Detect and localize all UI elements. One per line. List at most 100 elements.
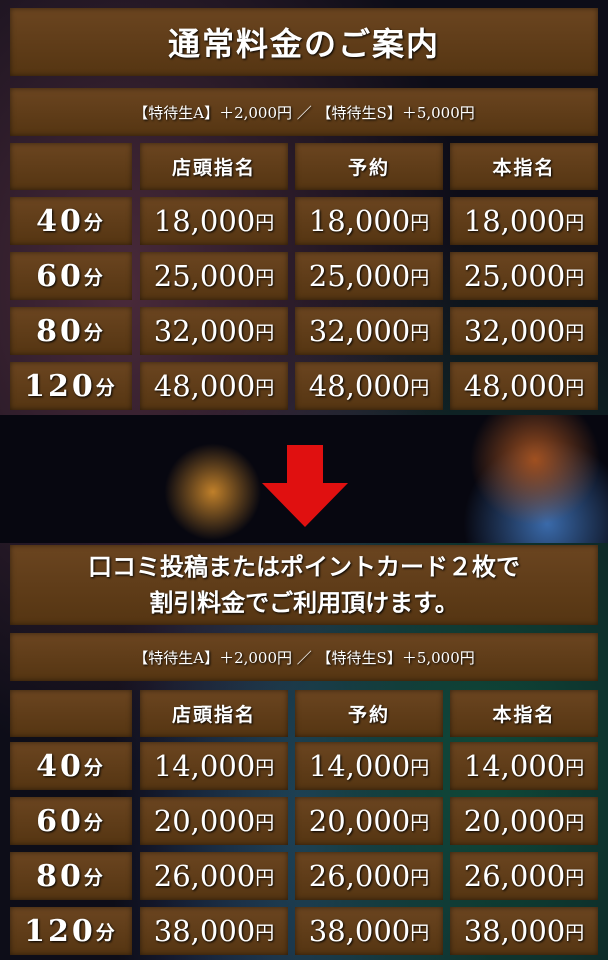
price-value: 26,000 [153, 859, 256, 893]
currency-unit: 円 [565, 376, 585, 399]
price-cell: 48,000 円 [140, 362, 288, 410]
duration-cell: 120 分 [10, 907, 132, 955]
currency-unit: 円 [255, 921, 275, 944]
duration-cell: 80 分 [10, 852, 132, 900]
price-value: 32,000 [153, 314, 256, 348]
currency-unit: 円 [410, 866, 430, 889]
price-value: 26,000 [463, 859, 566, 893]
price-cell: 20,000 円 [295, 797, 443, 845]
price-cell: 32,000 円 [295, 307, 443, 355]
price-value: 18,000 [308, 204, 411, 238]
duration-unit: 分 [83, 266, 106, 289]
section-title: 口コミ投稿またはポイントカード２枚で 割引料金でご利用頂けます。 [10, 545, 598, 625]
duration-unit: 分 [83, 866, 106, 889]
price-value: 20,000 [153, 804, 256, 838]
price-value: 38,000 [308, 914, 411, 948]
currency-unit: 円 [410, 321, 430, 344]
currency-unit: 円 [410, 211, 430, 234]
price-cell: 32,000 円 [140, 307, 288, 355]
duration-value: 120 [24, 913, 96, 949]
price-value: 14,000 [308, 749, 411, 783]
duration-unit: 分 [95, 376, 118, 399]
currency-unit: 円 [565, 266, 585, 289]
price-value: 38,000 [463, 914, 566, 948]
price-cell: 48,000 円 [295, 362, 443, 410]
column-header: 予約 [295, 143, 443, 190]
price-value: 26,000 [308, 859, 411, 893]
currency-unit: 円 [255, 376, 275, 399]
duration-unit: 分 [83, 211, 106, 234]
currency-unit: 円 [410, 811, 430, 834]
price-cell: 20,000 円 [140, 797, 288, 845]
duration-cell: 60 分 [10, 252, 132, 300]
price-cell: 38,000 円 [450, 907, 598, 955]
currency-unit: 円 [565, 211, 585, 234]
down-arrow-icon [262, 445, 348, 527]
title-line-1: 口コミ投稿またはポイントカード２枚で [88, 552, 520, 581]
column-header-label: 店頭指名 [171, 704, 256, 726]
price-value: 20,000 [463, 804, 566, 838]
title-line-2: 割引料金でご利用頂けます。 [149, 588, 459, 617]
price-cell: 18,000 円 [295, 197, 443, 245]
price-value: 25,000 [463, 259, 566, 293]
section-title: 通常料金のご案内 [10, 8, 598, 76]
currency-unit: 円 [255, 756, 275, 779]
price-cell: 25,000 円 [295, 252, 443, 300]
price-cell: 25,000 円 [140, 252, 288, 300]
column-header: 本指名 [450, 690, 598, 737]
price-cell: 20,000 円 [450, 797, 598, 845]
duration-value: 40 [36, 203, 84, 239]
currency-unit: 円 [565, 756, 585, 779]
column-header-label: 本指名 [492, 157, 556, 179]
price-cell: 14,000 円 [140, 742, 288, 790]
price-value: 25,000 [153, 259, 256, 293]
price-cell: 18,000 円 [450, 197, 598, 245]
column-header: 予約 [295, 690, 443, 737]
header-empty-cell [10, 690, 132, 737]
duration-cell: 80 分 [10, 307, 132, 355]
currency-unit: 円 [410, 921, 430, 944]
note-banner: 【特待生A】＋2,000円 ／ 【特待生S】＋5,000円 [10, 633, 598, 681]
currency-unit: 円 [565, 921, 585, 944]
price-cell: 26,000 円 [140, 852, 288, 900]
price-cell: 32,000 円 [450, 307, 598, 355]
duration-unit: 分 [83, 321, 106, 344]
price-value: 32,000 [463, 314, 566, 348]
price-cell: 25,000 円 [450, 252, 598, 300]
price-cell: 14,000 円 [295, 742, 443, 790]
title-text: 通常料金のご案内 [167, 25, 440, 63]
currency-unit: 円 [410, 266, 430, 289]
note-text: 【特待生A】＋2,000円 ／ 【特待生S】＋5,000円 [133, 103, 475, 122]
currency-unit: 円 [565, 321, 585, 344]
currency-unit: 円 [255, 266, 275, 289]
note-text: 【特待生A】＋2,000円 ／ 【特待生S】＋5,000円 [133, 648, 475, 667]
price-cell: 38,000 円 [295, 907, 443, 955]
note-banner: 【特待生A】＋2,000円 ／ 【特待生S】＋5,000円 [10, 88, 598, 136]
price-cell: 14,000 円 [450, 742, 598, 790]
column-header-label: 予約 [347, 157, 390, 179]
duration-cell: 60 分 [10, 797, 132, 845]
duration-cell: 40 分 [10, 197, 132, 245]
duration-cell: 120 分 [10, 362, 132, 410]
price-value: 38,000 [153, 914, 256, 948]
price-cell: 26,000 円 [450, 852, 598, 900]
column-header: 店頭指名 [140, 143, 288, 190]
currency-unit: 円 [255, 211, 275, 234]
price-value: 25,000 [308, 259, 411, 293]
column-header-label: 本指名 [492, 704, 556, 726]
price-value: 48,000 [153, 369, 256, 403]
price-value: 14,000 [153, 749, 256, 783]
space-divider [0, 415, 608, 543]
price-value: 32,000 [308, 314, 411, 348]
duration-value: 40 [36, 748, 84, 784]
currency-unit: 円 [255, 866, 275, 889]
currency-unit: 円 [255, 321, 275, 344]
price-value: 18,000 [153, 204, 256, 238]
column-header-label: 店頭指名 [171, 157, 256, 179]
currency-unit: 円 [565, 811, 585, 834]
price-cell: 38,000 円 [140, 907, 288, 955]
duration-value: 60 [36, 258, 84, 294]
price-value: 20,000 [308, 804, 411, 838]
price-value: 14,000 [463, 749, 566, 783]
price-value: 48,000 [308, 369, 411, 403]
